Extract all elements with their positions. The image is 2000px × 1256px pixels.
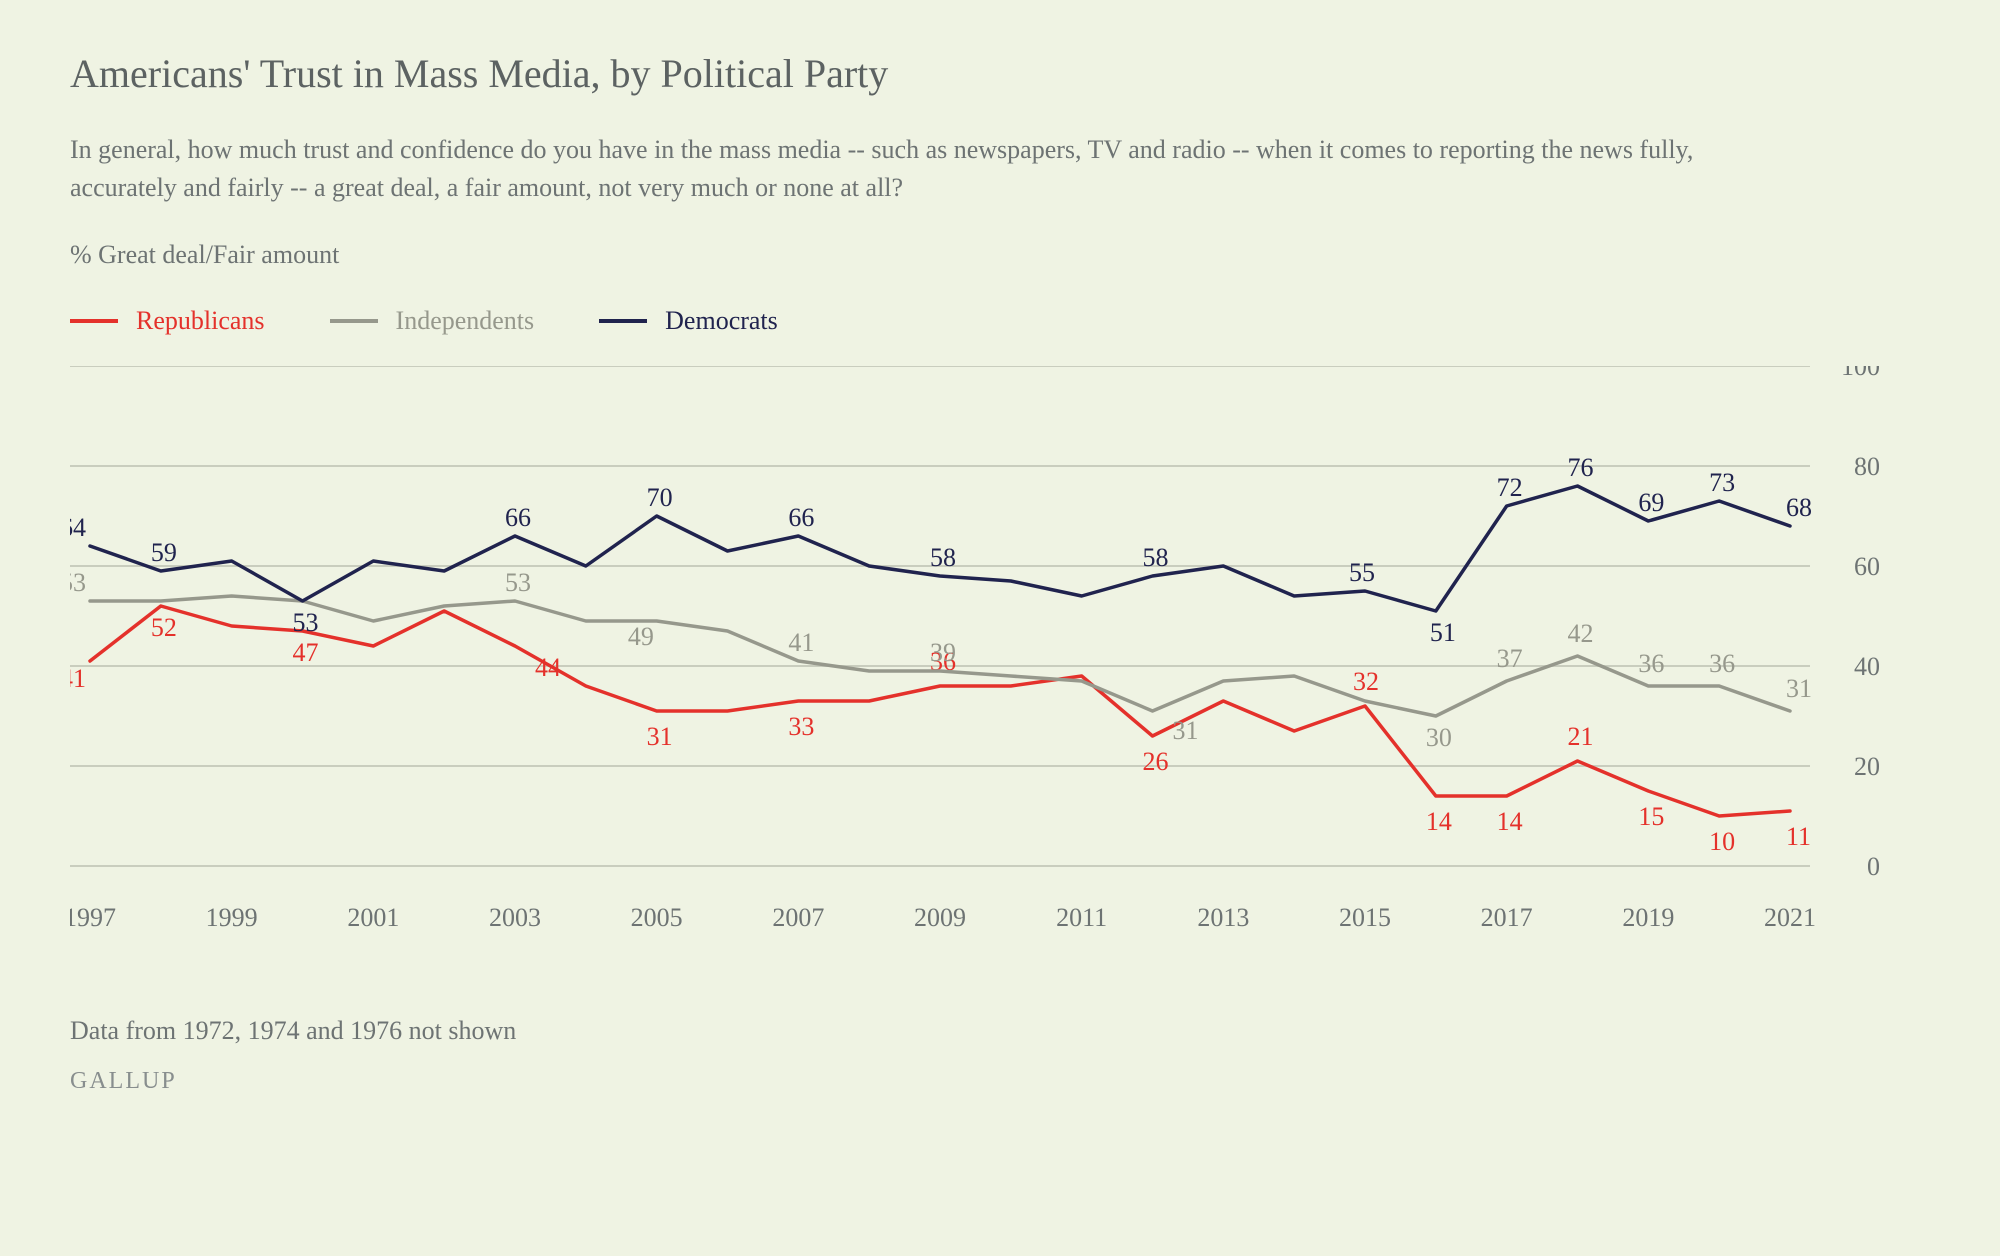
x-axis-label: 2005	[631, 903, 683, 932]
data-label: 31	[1786, 674, 1812, 703]
data-label: 41	[788, 628, 814, 657]
data-label: 47	[293, 638, 319, 667]
chart-metric: % Great deal/Fair amount	[70, 240, 1930, 270]
legend-item: Independents	[330, 306, 535, 336]
legend-swatch	[330, 319, 378, 323]
data-label: 59	[151, 538, 177, 567]
data-label: 73	[1709, 468, 1735, 497]
data-label: 26	[1143, 747, 1169, 776]
chart-source: GALLUP	[70, 1068, 1930, 1095]
data-label: 55	[1349, 558, 1375, 587]
data-label: 14	[1426, 807, 1452, 836]
x-axis-label: 2019	[1622, 903, 1674, 932]
data-label: 10	[1709, 827, 1735, 856]
y-axis-label: 100	[1841, 366, 1880, 381]
legend-label: Republicans	[136, 306, 265, 336]
legend-item: Republicans	[70, 306, 265, 336]
data-label: 53	[70, 568, 86, 597]
data-label: 58	[930, 543, 956, 572]
legend-label: Democrats	[665, 306, 778, 336]
data-label: 68	[1786, 493, 1812, 522]
y-axis-label: 60	[1854, 552, 1880, 581]
data-label: 39	[930, 638, 956, 667]
x-axis-label: 1997	[70, 903, 116, 932]
x-axis-label: 2007	[772, 903, 824, 932]
data-label: 36	[1709, 649, 1735, 678]
data-label: 44	[535, 653, 561, 682]
x-axis-label: 2011	[1056, 903, 1107, 932]
data-label: 49	[628, 622, 654, 651]
data-label: 14	[1497, 807, 1523, 836]
y-axis-label: 20	[1854, 752, 1880, 781]
x-axis-label: 1999	[206, 903, 258, 932]
data-label: 53	[505, 568, 531, 597]
data-label: 53	[293, 608, 319, 637]
legend-swatch	[70, 319, 118, 323]
data-label: 33	[788, 712, 814, 741]
data-label: 21	[1568, 722, 1594, 751]
data-label: 11	[1786, 822, 1811, 851]
x-axis-label: 2017	[1481, 903, 1533, 932]
x-axis-label: 2013	[1197, 903, 1249, 932]
data-label: 51	[1430, 618, 1456, 647]
legend: Republicans Independents Democrats	[70, 306, 1930, 336]
y-axis-label: 40	[1854, 652, 1880, 681]
x-axis-label: 2009	[914, 903, 966, 932]
x-axis-label: 2001	[347, 903, 399, 932]
data-label: 66	[505, 503, 531, 532]
data-label: 41	[70, 664, 86, 693]
data-label: 76	[1568, 453, 1594, 482]
data-label: 64	[70, 513, 86, 542]
data-label: 31	[647, 722, 673, 751]
data-label: 36	[1638, 649, 1664, 678]
data-label: 72	[1497, 473, 1523, 502]
data-label: 32	[1353, 667, 1379, 696]
data-label: 37	[1497, 644, 1523, 673]
chart-subtitle: In general, how much trust and confidenc…	[70, 131, 1750, 206]
legend-item: Democrats	[599, 306, 778, 336]
y-axis-label: 80	[1854, 452, 1880, 481]
data-label: 66	[788, 503, 814, 532]
legend-label: Independents	[396, 306, 535, 336]
chart-title: Americans' Trust in Mass Media, by Polit…	[70, 50, 1930, 97]
data-label: 15	[1638, 802, 1664, 831]
legend-swatch	[599, 319, 647, 323]
data-label: 58	[1143, 543, 1169, 572]
chart-svg: 0 20 40 60 80 100 1997 1999 2001 2003 2005 2007 2009…	[70, 366, 1910, 976]
x-axis-label: 2003	[489, 903, 541, 932]
data-label: 52	[151, 613, 177, 642]
x-axis-label: 2015	[1339, 903, 1391, 932]
x-axis-label: 2021	[1764, 903, 1816, 932]
data-label: 31	[1173, 716, 1199, 745]
y-axis-label: 0	[1867, 852, 1880, 881]
chart-footnote: Data from 1972, 1974 and 1976 not shown	[70, 1016, 1930, 1046]
line-chart: 0 20 40 60 80 100 1997 1999 2001 2003 2005 2007 2009…	[70, 366, 1900, 976]
data-label: 70	[647, 483, 673, 512]
data-label: 42	[1568, 619, 1594, 648]
data-label: 69	[1638, 488, 1664, 517]
data-label: 30	[1426, 723, 1452, 752]
